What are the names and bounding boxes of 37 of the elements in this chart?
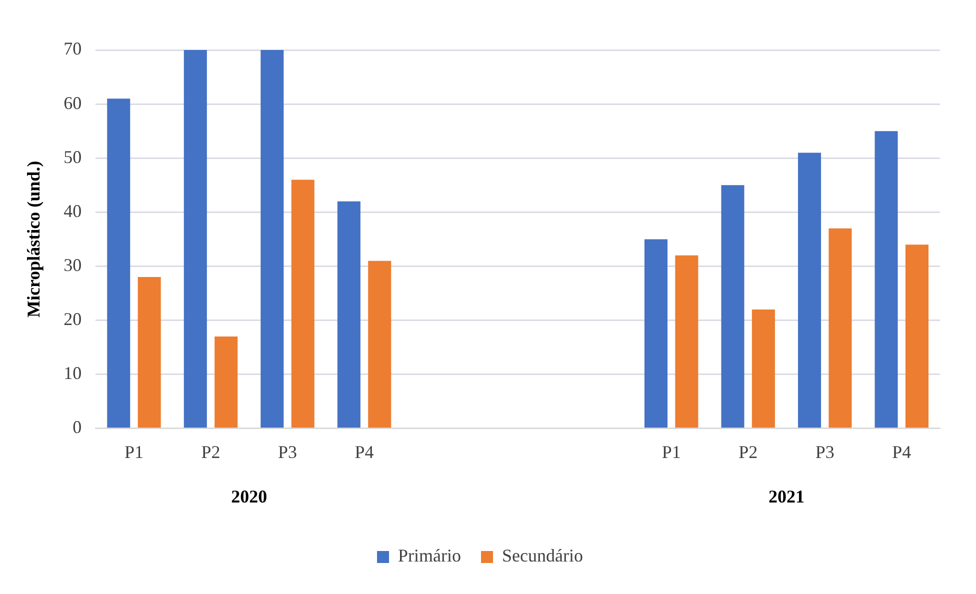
- x-tick-label: P3: [815, 442, 834, 462]
- bar: [752, 309, 775, 428]
- y-tick-label: 40: [64, 200, 82, 221]
- bar: [874, 131, 898, 428]
- y-axis-title: Microplástico (und.): [23, 160, 44, 318]
- bar: [798, 152, 822, 428]
- y-tick-label: 60: [64, 92, 82, 113]
- bar: [644, 239, 668, 428]
- bar: [214, 336, 238, 428]
- bar: [675, 255, 698, 428]
- x-tick-label: P2: [738, 442, 758, 462]
- bar: [721, 185, 744, 428]
- x-tick-label: P4: [354, 442, 374, 462]
- bar: [138, 277, 161, 428]
- bar: [184, 50, 207, 428]
- legend-label: Primário: [398, 546, 462, 566]
- bar: [368, 260, 392, 428]
- bar: [828, 228, 852, 428]
- bar: [905, 244, 928, 428]
- text: 2020: [231, 486, 268, 507]
- bar: [291, 180, 314, 428]
- x-tick-label: P2: [201, 442, 220, 462]
- y-tick-label: 20: [64, 309, 82, 330]
- x-tick-label: P3: [278, 442, 298, 462]
- y-tick-label: 70: [64, 38, 82, 59]
- bar: [337, 201, 360, 428]
- x-tick-label: P4: [892, 442, 912, 462]
- x-tick-label: P1: [662, 442, 681, 462]
- legend-label: Secundário: [502, 546, 583, 566]
- x-tick-label: P1: [124, 442, 144, 462]
- y-tick-label: 10: [64, 363, 82, 384]
- text: 2021: [768, 486, 804, 507]
- bar: [260, 50, 284, 428]
- y-tick-label: 50: [64, 146, 82, 167]
- y-tick-label: 0: [72, 417, 82, 438]
- bar: [107, 98, 130, 428]
- y-tick-label: 30: [64, 254, 82, 275]
